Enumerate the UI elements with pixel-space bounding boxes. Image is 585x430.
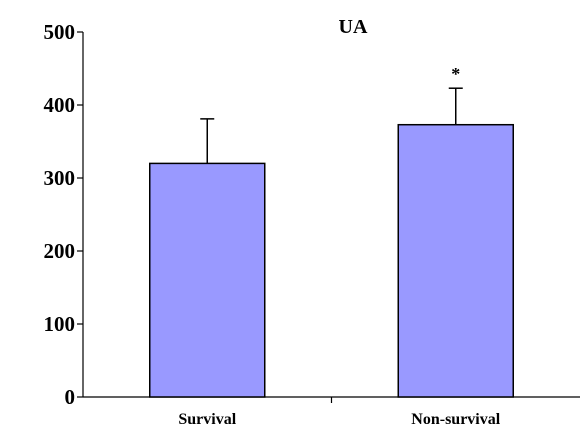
y-tick-label: 400 bbox=[44, 93, 76, 117]
bar-survival bbox=[149, 162, 266, 398]
bar-non-survival bbox=[397, 123, 514, 398]
y-tick-label: 100 bbox=[44, 312, 76, 336]
chart-title: UA bbox=[339, 16, 368, 38]
plot-area: 0 100 200 300 400 500 Survival * Non-survival bbox=[44, 20, 580, 428]
y-tick-label: 300 bbox=[44, 166, 76, 190]
y-tick-label: 0 bbox=[65, 385, 76, 409]
x-category-label: Survival bbox=[178, 411, 236, 428]
y-tick-label: 200 bbox=[44, 239, 76, 263]
significance-marker: * bbox=[451, 64, 460, 84]
y-tick-label: 500 bbox=[44, 20, 76, 44]
x-category-label: Non-survival bbox=[411, 411, 500, 428]
